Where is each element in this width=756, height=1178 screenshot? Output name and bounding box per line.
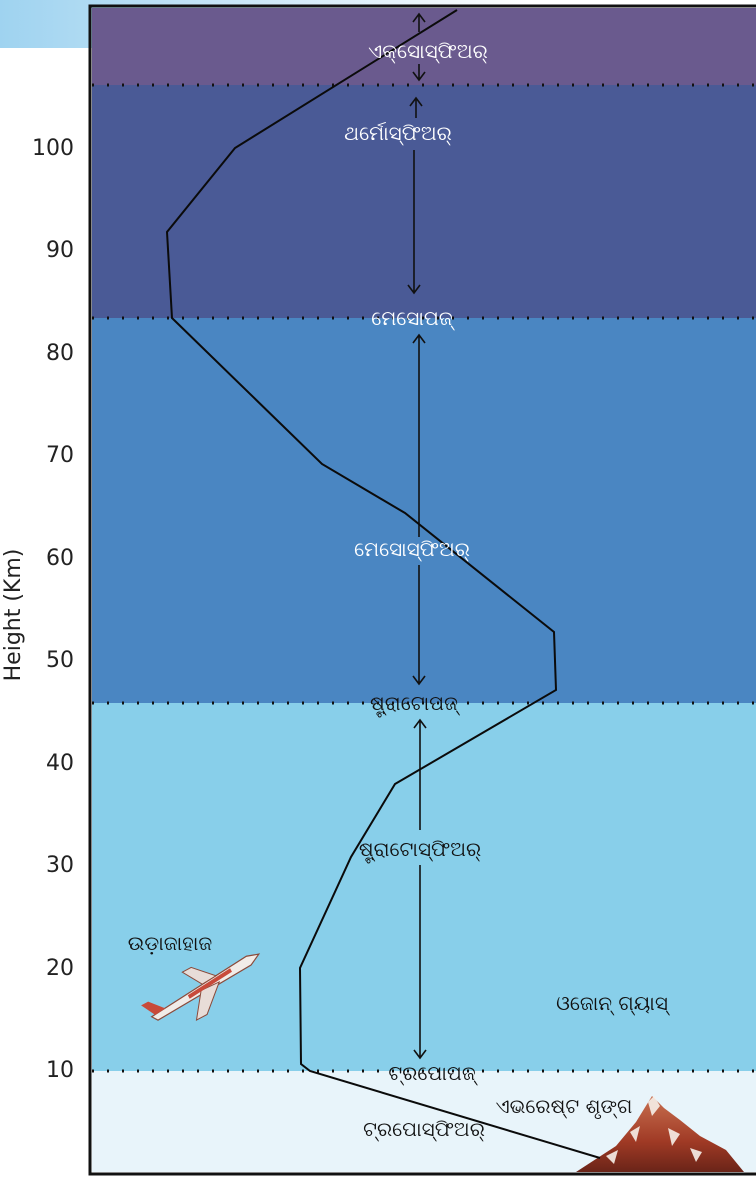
thermosphere-band [92,85,756,318]
stratosphere-label: ଷ୍ଟ୍ରାଟୋସ୍ଫିଅର୍ [359,837,481,863]
y-tick-70: 70 [46,443,74,468]
y-tick-60: 60 [46,546,74,571]
mesosphere-band [92,318,756,703]
y-tick-90: 90 [46,238,74,263]
stratosphere-arrow-top [413,718,427,830]
mount-everest-icon [576,1096,744,1172]
thermosphere-arrow-top [409,96,423,118]
everest-label: ଏଭରେଷ୍ଟ ଶୃଙ୍ଗ [496,1094,633,1119]
y-tick-100: 100 [32,136,74,161]
y-tick-20: 20 [46,956,74,981]
troposphere-label: ଟ୍ରପୋସ୍ଫିଅର୍ [363,1117,485,1141]
y-tick-80: 80 [46,341,74,366]
mesosphere-arrow-bottom [412,565,426,686]
y-tick-40: 40 [46,751,74,776]
mesopause-label: ମେସୋପଜ୍ [371,306,455,330]
tropopause-label: ଟ୍ରପୋପଜ୍ [388,1061,478,1085]
stratopause-label: ଷ୍ଟ୍ରାଟୋପଜ୍ [370,691,460,717]
y-tick-50: 50 [46,648,74,673]
y-tick-30: 30 [46,853,74,878]
range-arrows [407,12,427,1060]
stratosphere-band [92,703,756,1071]
exosphere-arrow-bottom [412,64,426,82]
exosphere-arrow-top [412,12,426,32]
mesosphere-label: ମେସୋସ୍ଫିଅର୍ [354,537,470,561]
thermosphere-label: ଥର୍ମୋସ୍ଫିଅର୍ [344,121,452,145]
ozone-label: ଓଜୋନ୍ ଗ୍ୟାସ୍ [556,991,670,1015]
diagram-frame [88,4,756,1176]
y-tick-10: 10 [46,1058,74,1083]
airplane-label: ଉଡ଼ାଜାହାଜ [128,931,213,955]
stratosphere-arrow-bottom [413,865,427,1060]
mesosphere-arrow-top [412,333,426,537]
airplane-icon [141,953,261,1022]
exosphere-label: ଏକ୍ସୋସ୍ଫିଅର୍ [368,39,488,63]
temperature-profile-line [165,9,601,1159]
thermosphere-arrow-bottom [407,150,421,295]
